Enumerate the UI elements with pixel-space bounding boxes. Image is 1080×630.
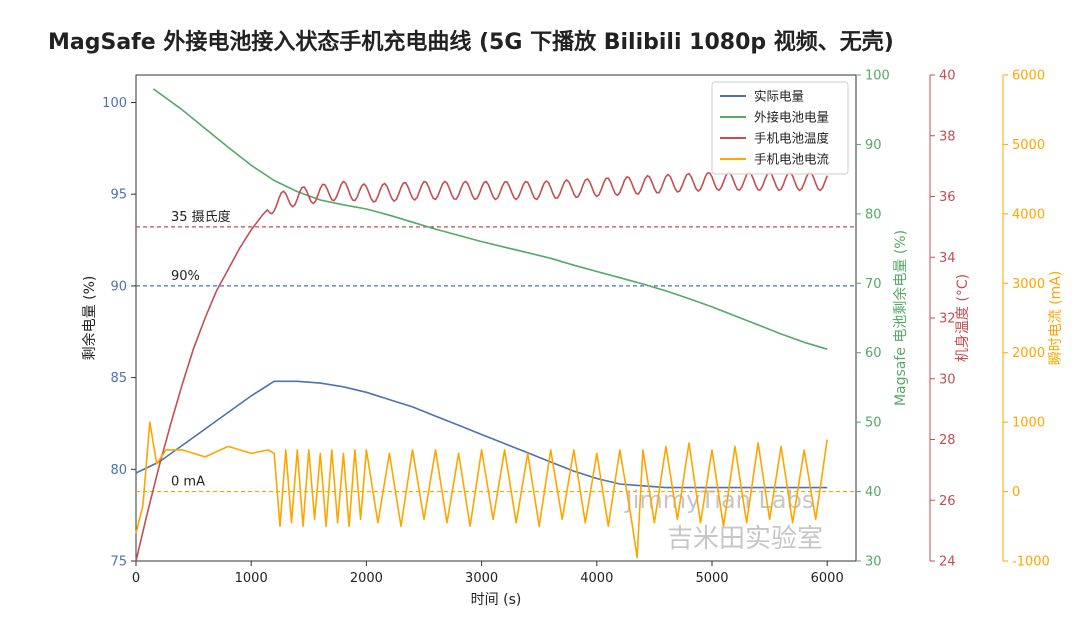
current-tick-label: 1000: [1012, 416, 1045, 431]
reference-line-label: 35 摄氏度: [171, 209, 231, 225]
external-tick-label: 70: [865, 277, 882, 292]
legend-label: 手机电池温度: [754, 131, 830, 146]
external-tick-label: 90: [865, 138, 882, 153]
battery-tick-label: 75: [110, 555, 127, 570]
temp-tick-label: 24: [939, 555, 956, 570]
temp-tick-label: 36: [939, 190, 956, 205]
legend-label: 实际电量: [754, 89, 804, 104]
current-axis-label: 瞬时电流 (mA): [1048, 271, 1064, 366]
legend-label: 手机电池电流: [754, 152, 830, 167]
x-tick-label: 1000: [235, 571, 268, 586]
external-tick-label: 80: [865, 207, 882, 222]
battery-tick-label: 100: [102, 96, 127, 111]
temp-tick-label: 32: [939, 312, 956, 327]
x-tick-label: 5000: [695, 571, 728, 586]
x-tick-label: 2000: [350, 571, 383, 586]
battery-tick-label: 80: [110, 463, 127, 478]
x-axis-label: 时间 (s): [471, 592, 522, 608]
plot-frame: [135, 74, 857, 562]
series-line: [135, 171, 828, 562]
current-tick-label: 0: [1012, 485, 1020, 500]
watermark-cjk: 吉米田实验室: [667, 524, 823, 554]
external-tick-label: 60: [865, 346, 882, 361]
current-tick-label: 4000: [1012, 207, 1045, 222]
x-tick-label: 0: [132, 571, 140, 586]
reference-line-label: 90%: [171, 269, 200, 284]
external-tick-label: 30: [865, 555, 882, 570]
x-tick-label: 3000: [465, 571, 498, 586]
current-tick-label: 5000: [1012, 138, 1045, 153]
reference-line-label: 0 mA: [171, 475, 205, 490]
series-line: [135, 421, 828, 559]
temp-tick-label: 40: [939, 69, 956, 84]
temp-tick-label: 30: [939, 372, 956, 387]
temp-tick-label: 34: [939, 251, 956, 266]
temp-tick-label: 38: [939, 129, 956, 144]
current-tick-label: -1000: [1012, 555, 1050, 570]
battery-tick-label: 95: [110, 188, 127, 203]
battery-axis-label: 剩余电量 (%): [81, 276, 98, 361]
external-axis-label: Magsafe 电池剩余电量 (%): [892, 230, 909, 406]
current-tick-label: 3000: [1012, 277, 1045, 292]
external-tick-label: 40: [865, 485, 882, 500]
series-line: [152, 88, 828, 350]
battery-tick-label: 90: [110, 279, 127, 294]
battery-tick-label: 85: [110, 371, 127, 386]
legend-label: 外接电池电量: [754, 110, 829, 125]
temp-tick-label: 26: [939, 494, 956, 509]
current-tick-label: 6000: [1012, 69, 1045, 84]
external-tick-label: 100: [865, 69, 890, 84]
chart-title: MagSafe 外接电池接入状态手机充电曲线 (5G 下播放 Bilibili …: [48, 30, 894, 55]
x-tick-label: 6000: [811, 571, 844, 586]
x-tick-label: 4000: [580, 571, 613, 586]
legend-box: [711, 81, 849, 175]
temp-tick-label: 28: [939, 433, 956, 448]
current-tick-label: 2000: [1012, 346, 1045, 361]
temp-axis-label: 机身温度 (°C): [955, 274, 971, 362]
series-line: [135, 380, 828, 489]
external-tick-label: 50: [865, 416, 882, 431]
